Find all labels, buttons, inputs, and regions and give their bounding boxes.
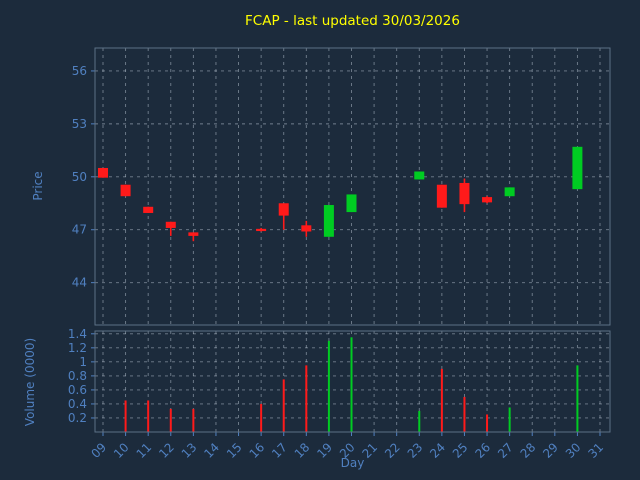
candle-body (504, 187, 515, 197)
price-tick-label: 47 (72, 223, 87, 237)
volume-panel-border (94, 330, 611, 433)
day-tick-label: 18 (292, 440, 313, 461)
volume-tick-label: 1.2 (68, 341, 87, 355)
volume-tick-label: 1 (79, 355, 87, 369)
day-tick-label: 13 (179, 440, 200, 461)
candle-body (323, 205, 334, 237)
day-tick-label: 23 (405, 440, 426, 461)
day-tick-label: 28 (518, 440, 539, 461)
day-tick-label: 10 (111, 440, 132, 461)
day-tick-label: 12 (156, 440, 177, 461)
candle-body (143, 206, 154, 213)
day-tick-label: 24 (427, 440, 448, 461)
candle-body (572, 146, 583, 190)
volume-tick-label: 0.6 (68, 383, 87, 397)
day-tick-label: 31 (585, 440, 606, 461)
day-tick-label: 11 (134, 440, 155, 461)
day-tick-label: 19 (314, 440, 335, 461)
day-tick-label: 14 (201, 440, 222, 461)
day-tick-label: 15 (224, 440, 245, 461)
candle-body (459, 182, 470, 205)
volume-tick-label: 0.4 (68, 397, 87, 411)
day-tick-label: 16 (247, 440, 268, 461)
day-tick-label: 17 (269, 440, 290, 461)
day-tick-label: 27 (495, 440, 516, 461)
candle-body (278, 203, 289, 216)
candle-body (188, 232, 199, 236)
day-tick-label: 25 (450, 440, 471, 461)
candle-body (436, 184, 447, 208)
candle-body (256, 228, 267, 232)
candle-body (120, 184, 131, 197)
volume-tick-label: 1.4 (68, 327, 87, 341)
price-tick-label: 56 (72, 64, 87, 78)
candle-body (98, 167, 108, 178)
candle-body (346, 194, 357, 213)
volume-tick-label: 0.2 (68, 411, 87, 425)
price-panel-border (94, 47, 611, 326)
day-tick-label: 09 (88, 440, 109, 461)
candle-body (165, 221, 176, 228)
price-tick-label: 50 (72, 170, 87, 184)
day-tick-label: 29 (540, 440, 561, 461)
chart-title: FCAP - last updated 30/03/2026 (245, 13, 460, 29)
day-tick-label: 21 (360, 440, 381, 461)
day-axis-label: Day (340, 456, 365, 470)
day-tick-label: 30 (563, 440, 584, 461)
day-tick-label: 22 (382, 440, 403, 461)
price-tick-label: 44 (72, 276, 87, 290)
candle-body (414, 171, 425, 180)
price-tick-label: 53 (72, 117, 87, 131)
day-tick-label: 26 (472, 440, 493, 461)
volume-tick-label: 0.8 (68, 369, 87, 383)
candle-body (482, 197, 493, 203)
candle-body (301, 225, 312, 232)
day-tick-label: 20 (337, 440, 358, 461)
